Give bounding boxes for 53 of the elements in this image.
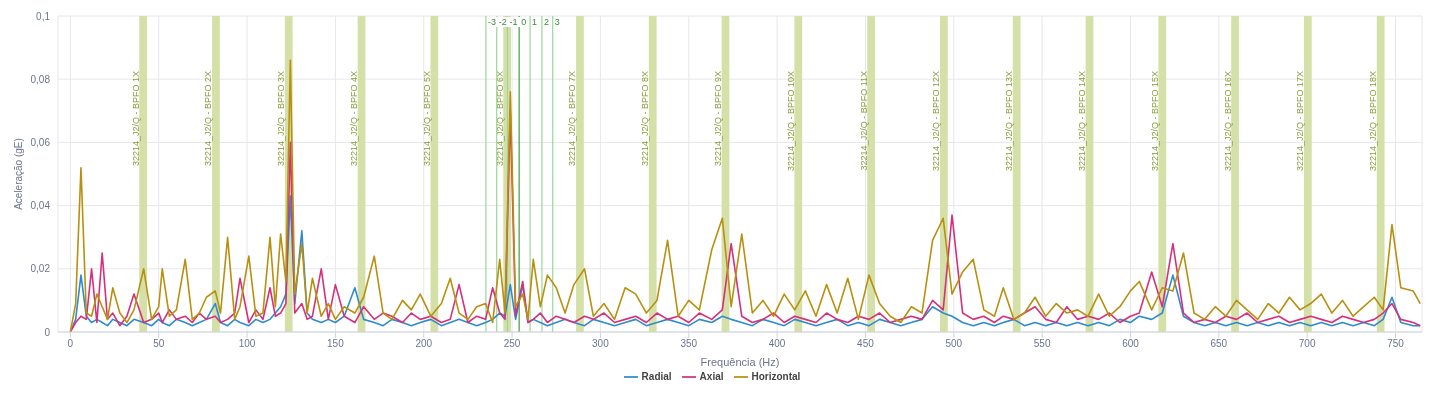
x-tick-label: 450 — [857, 338, 875, 350]
x-tick-label: 50 — [153, 338, 165, 350]
band-label: 32214_J2/Q - BPFO 12X — [931, 71, 942, 172]
band-label: 32214_J2/Q - BPFO 13X — [1004, 71, 1015, 172]
x-axis-title: Frequência (Hz) — [700, 356, 780, 368]
x-tick-label: 600 — [1122, 338, 1140, 350]
band-label: 32214_J2/Q - BPFO 3X — [276, 71, 287, 167]
x-tick-label: 250 — [503, 338, 521, 350]
band-label: 32214_J2/Q - BPFO 15X — [1149, 71, 1160, 172]
annotation: -3 — [487, 17, 496, 27]
band-label: 32214_J2/Q - BPFO 14X — [1076, 71, 1087, 172]
y-tick-label: 0,02 — [30, 263, 51, 275]
band-label: 32214_J2/Q - BPFO 4X — [349, 71, 360, 167]
annotation: 0 — [521, 17, 527, 27]
x-tick-label: 350 — [680, 338, 698, 350]
band-label: 32214_J2/Q - BPFO 6X — [494, 71, 505, 167]
x-tick-label: 550 — [1033, 338, 1051, 350]
band-label: 32214_J2/Q - BPFO 17X — [1295, 71, 1306, 172]
annotation: 1 — [532, 17, 538, 27]
x-tick-label: 150 — [327, 338, 345, 350]
annotation: -2 — [498, 17, 507, 27]
band-label: 32214_J2/Q - BPFO 18X — [1368, 71, 1379, 172]
x-tick-label: 650 — [1210, 338, 1228, 350]
band-label: 32214_J2/Q - BPFO 16X — [1222, 71, 1233, 172]
legend-label: Axial — [699, 370, 724, 382]
x-tick-label: 400 — [768, 338, 786, 350]
x-tick-label: 700 — [1298, 338, 1316, 350]
x-tick-label: 300 — [592, 338, 610, 350]
y-tick-label: 0,08 — [30, 73, 51, 85]
annotation: 3 — [554, 17, 560, 27]
band-label: 32214_J2/Q - BPFO 8X — [640, 71, 651, 167]
band-label: 32214_J2/Q - BPFO 9X — [713, 71, 723, 167]
band-label: 32214_J2/Q - BPFO 2X — [203, 71, 214, 167]
legend-label: Horizontal — [751, 370, 801, 382]
y-tick-label: 0,04 — [30, 200, 51, 212]
band-label: 32214_J2/Q - BPFO 10X — [785, 71, 796, 172]
band-label: 32214_J2/Q - BPFO 11X — [858, 71, 869, 171]
annotation: -1 — [509, 17, 518, 27]
band-label: 32214_J2/Q - BPFO 7X — [567, 71, 578, 167]
y-tick-label: 0,06 — [30, 136, 51, 148]
y-tick-label: 0 — [44, 326, 51, 338]
annotation: 2 — [543, 17, 549, 27]
x-tick-label: 0 — [67, 338, 74, 350]
band-label: 32214_J2/Q - BPFO 1X — [130, 71, 141, 167]
line-series — [69, 59, 1422, 332]
y-axis-title: Aceleração (gE) — [12, 138, 24, 210]
x-tick-label: 750 — [1387, 338, 1405, 350]
x-tick-label: 500 — [945, 338, 963, 350]
x-tick-label: 100 — [238, 338, 256, 350]
band-label: 32214_J2/Q - BPFO 5X — [421, 71, 432, 167]
legend-label: Radial — [641, 370, 672, 382]
x-tick-label: 200 — [415, 338, 433, 350]
y-tick-label: 0,1 — [36, 10, 51, 22]
